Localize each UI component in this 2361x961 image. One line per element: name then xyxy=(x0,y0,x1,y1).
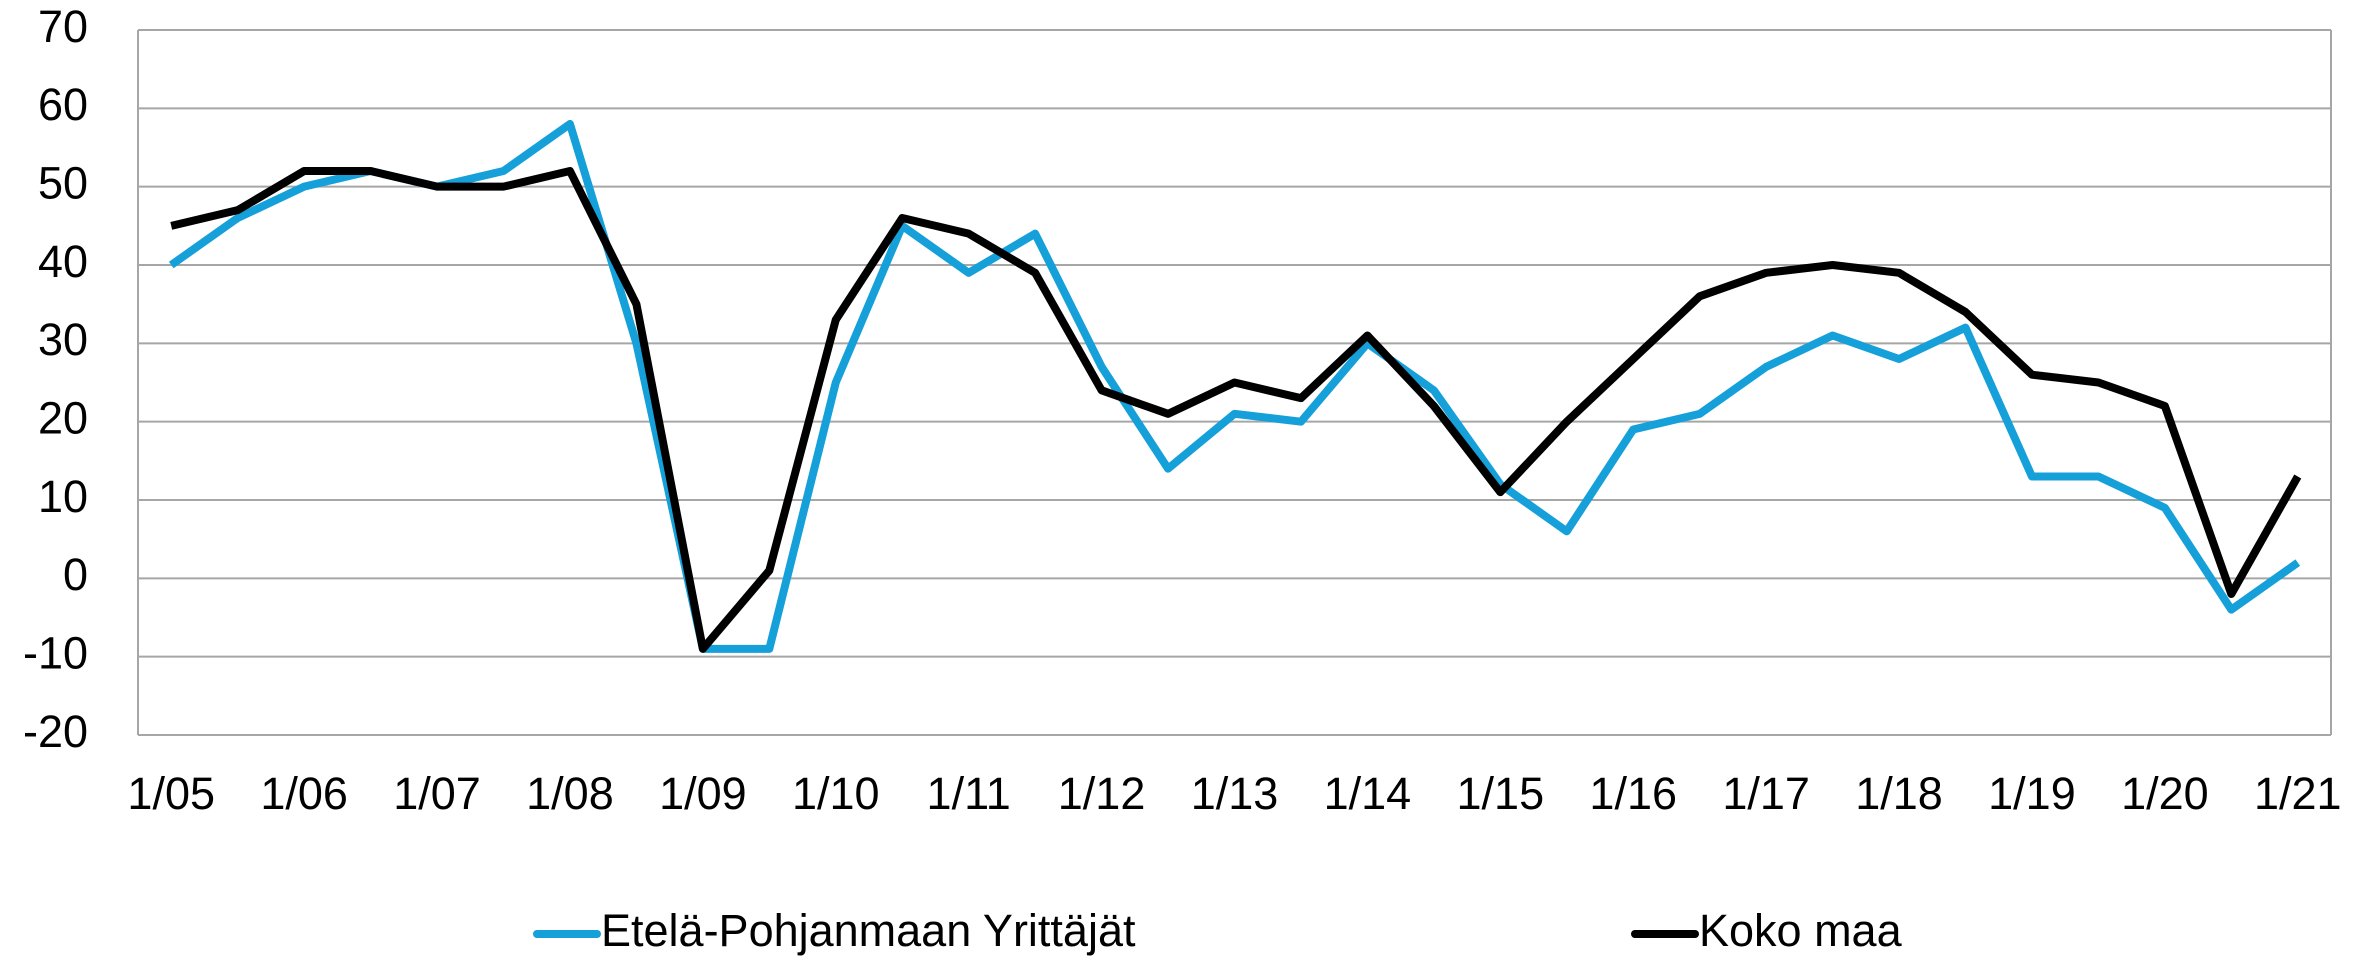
y-tick-label: 0 xyxy=(63,549,88,600)
x-tick-label: 1/05 xyxy=(127,768,215,819)
x-tick-label: 1/09 xyxy=(659,768,747,819)
y-tick-label: -20 xyxy=(23,706,88,757)
x-tick-label: 1/17 xyxy=(1722,768,1810,819)
x-tick-label: 1/08 xyxy=(526,768,614,819)
x-tick-label: 1/16 xyxy=(1589,768,1677,819)
x-tick-label: 1/14 xyxy=(1324,768,1412,819)
y-tick-label: 20 xyxy=(38,393,88,444)
x-tick-label: 1/10 xyxy=(792,768,880,819)
x-tick-label: 1/12 xyxy=(1058,768,1146,819)
x-tick-label: 1/06 xyxy=(260,768,348,819)
x-tick-label: 1/07 xyxy=(393,768,481,819)
y-tick-label: 10 xyxy=(38,471,88,522)
legend-label: Etelä-Pohjanmaan Yrittäjät xyxy=(601,905,1136,956)
y-tick-label: 60 xyxy=(38,79,88,130)
x-tick-label: 1/18 xyxy=(1855,768,1943,819)
data-line xyxy=(168,120,2301,653)
y-tick-label: 70 xyxy=(38,1,88,52)
x-tick-label: 1/13 xyxy=(1191,768,1279,819)
x-tick-label: 1/15 xyxy=(1457,768,1545,819)
x-tick-label: 1/20 xyxy=(2121,768,2209,819)
y-tick-label: 40 xyxy=(38,236,88,287)
x-tick-label: 1/11 xyxy=(927,768,1011,819)
x-tick-label: 1/19 xyxy=(1988,768,2076,819)
y-tick-label: 50 xyxy=(38,158,88,209)
legend-label: Koko maa xyxy=(1699,905,1903,956)
data-line xyxy=(170,167,2302,653)
y-tick-label: -10 xyxy=(23,628,88,679)
x-tick-label: 1/21 xyxy=(2254,768,2342,819)
y-tick-label: 30 xyxy=(38,314,88,365)
